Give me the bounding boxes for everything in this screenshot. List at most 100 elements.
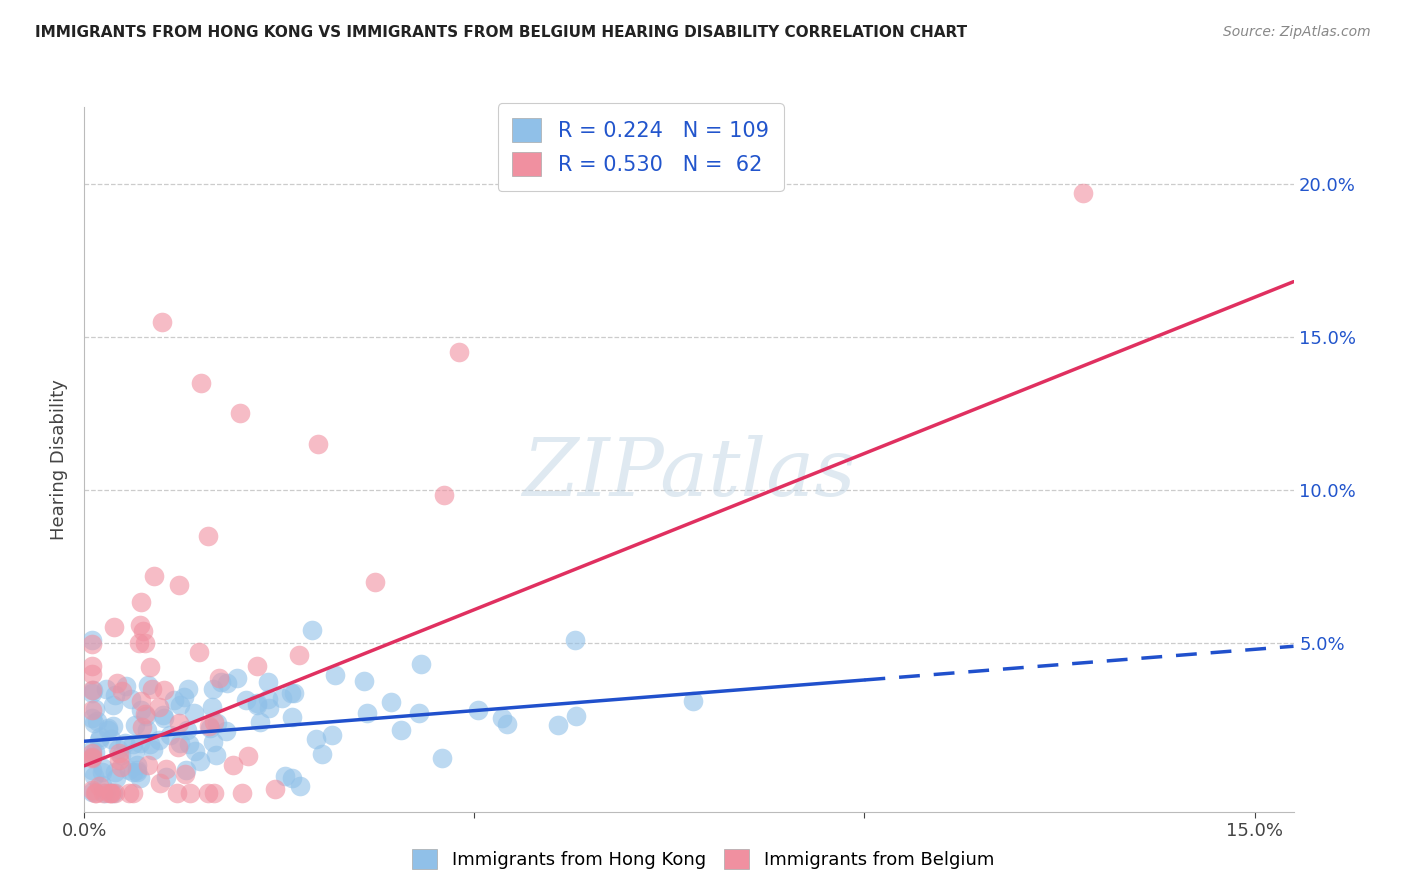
Point (132, 624, 155, 638)
Point (84, 786, 107, 800)
Point (245, 658, 267, 673)
Point (201, 700, 224, 714)
Point (235, 693, 257, 707)
Point (124, 745, 146, 759)
Point (321, 728, 343, 742)
Text: IMMIGRANTS FROM HONG KONG VS IMMIGRANTS FROM BELGIUM HEARING DISABILITY CORRELAT: IMMIGRANTS FROM HONG KONG VS IMMIGRANTS … (35, 25, 967, 40)
Point (564, 632, 586, 647)
Point (364, 575, 387, 590)
Point (118, 764, 141, 778)
Point (101, 786, 124, 800)
Point (125, 763, 148, 777)
Point (200, 721, 222, 735)
Point (167, 577, 190, 591)
Point (353, 673, 375, 688)
Point (256, 675, 278, 690)
Point (103, 619, 125, 633)
Point (197, 786, 219, 800)
Point (91, 764, 114, 779)
Point (100, 786, 122, 800)
Point (87, 779, 110, 793)
Point (143, 569, 166, 583)
Point (82, 683, 104, 698)
Point (152, 708, 174, 723)
Point (283, 686, 305, 700)
Point (159, 728, 181, 742)
Point (110, 747, 132, 762)
Point (128, 736, 150, 750)
Point (82, 743, 104, 757)
Point (1071, 186, 1094, 200)
Point (179, 786, 201, 800)
Point (141, 682, 163, 697)
Point (288, 648, 311, 663)
Point (257, 691, 280, 706)
Point (138, 677, 160, 691)
Text: ZIPatlas: ZIPatlas (522, 434, 856, 512)
Point (129, 694, 152, 708)
Point (246, 696, 269, 710)
Point (118, 786, 141, 800)
Point (246, 698, 269, 712)
Point (100, 732, 122, 747)
Point (169, 698, 191, 713)
Point (121, 737, 143, 751)
Point (134, 636, 156, 650)
Point (91, 786, 114, 800)
Point (82, 666, 104, 681)
Point (101, 698, 124, 712)
Point (184, 744, 207, 758)
Point (104, 688, 127, 702)
Point (129, 618, 152, 632)
Point (202, 786, 225, 800)
Point (82, 785, 104, 799)
Point (307, 437, 329, 451)
Point (301, 623, 323, 637)
Point (83, 715, 105, 730)
Point (104, 765, 127, 780)
Point (380, 695, 402, 709)
Point (82, 658, 104, 673)
Point (432, 751, 454, 765)
Point (190, 376, 212, 390)
Point (274, 769, 297, 783)
Point (280, 686, 302, 700)
Point (290, 779, 312, 793)
Point (204, 748, 226, 763)
Point (98, 786, 121, 800)
Point (135, 709, 157, 723)
Point (84, 786, 107, 800)
Point (100, 786, 122, 800)
Point (82, 750, 104, 764)
Point (433, 488, 456, 502)
Point (82, 633, 104, 648)
Point (125, 757, 148, 772)
Point (188, 754, 211, 768)
Point (84, 702, 107, 716)
Point (101, 719, 124, 733)
Point (167, 716, 190, 731)
Legend: R = 0.224   N = 109, R = 0.530   N =  62: R = 0.224 N = 109, R = 0.530 N = 62 (498, 103, 783, 191)
Point (82, 703, 104, 717)
Point (104, 771, 127, 785)
Point (215, 676, 238, 690)
Point (129, 703, 152, 717)
Point (82, 637, 104, 651)
Point (105, 676, 128, 690)
Point (166, 786, 188, 800)
Point (166, 739, 188, 754)
Point (222, 758, 245, 772)
Point (111, 684, 134, 698)
Point (84, 745, 107, 759)
Point (496, 716, 519, 731)
Point (97, 721, 120, 735)
Point (139, 660, 162, 674)
Point (107, 742, 129, 756)
Point (249, 715, 271, 730)
Point (94, 682, 117, 697)
Point (82, 763, 104, 777)
Point (82, 686, 104, 700)
Point (264, 782, 287, 797)
Point (198, 718, 221, 732)
Point (120, 692, 142, 706)
